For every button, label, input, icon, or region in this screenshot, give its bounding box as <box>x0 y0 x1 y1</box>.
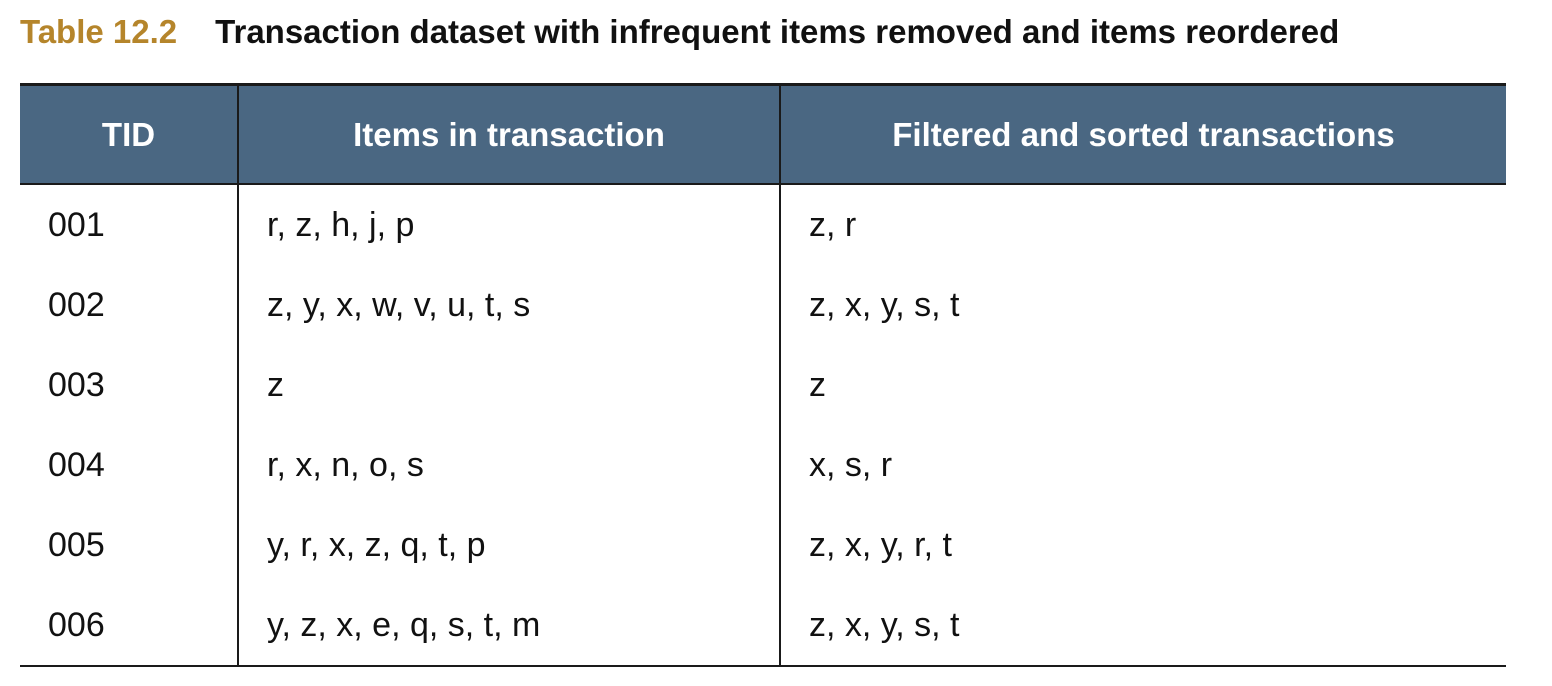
cell-filtered: x, s, r <box>779 425 1506 505</box>
transaction-table: TID Items in transaction Filtered and so… <box>20 83 1506 667</box>
cell-filtered: z, x, y, s, t <box>779 585 1506 667</box>
header-tid: TID <box>20 83 238 185</box>
cell-filtered: z <box>779 345 1506 425</box>
cell-filtered: z, x, y, s, t <box>779 265 1506 345</box>
cell-items: z <box>237 345 780 425</box>
table-row: 001 r, z, h, j, p z, r <box>20 184 1506 265</box>
cell-tid: 003 <box>48 365 105 404</box>
cell-tid: 005 <box>48 525 105 564</box>
cell-items: r, z, h, j, p <box>237 184 780 265</box>
table-row: 003 z z <box>20 345 1506 425</box>
cell-tid: 002 <box>48 285 105 324</box>
cell-items: r, x, n, o, s <box>237 425 780 505</box>
cell-items: y, r, x, z, q, t, p <box>237 505 780 585</box>
table-header-row: TID Items in transaction Filtered and so… <box>20 83 1506 185</box>
table-row: 004 r, x, n, o, s x, s, r <box>20 425 1506 505</box>
cell-items: y, z, x, e, q, s, t, m <box>237 585 780 667</box>
table-row: 002 z, y, x, w, v, u, t, s z, x, y, s, t <box>20 265 1506 345</box>
table-number: Table 12.2 <box>20 13 178 50</box>
cell-tid: 004 <box>48 445 105 484</box>
header-items: Items in transaction <box>237 83 780 185</box>
table-caption: Table 12.2 Transaction dataset with infr… <box>20 10 1339 54</box>
cell-filtered: z, r <box>779 184 1506 265</box>
cell-tid: 006 <box>20 585 238 667</box>
cell-tid: 001 <box>48 205 105 244</box>
cell-items: z, y, x, w, v, u, t, s <box>237 265 780 345</box>
header-filtered: Filtered and sorted transactions <box>779 83 1506 185</box>
table-title: Transaction dataset with infrequent item… <box>215 13 1340 50</box>
table-row: 005 y, r, x, z, q, t, p z, x, y, r, t <box>20 505 1506 585</box>
cell-filtered: z, x, y, r, t <box>779 505 1506 585</box>
table-row: 006 y, z, x, e, q, s, t, m z, x, y, s, t <box>20 585 1506 667</box>
